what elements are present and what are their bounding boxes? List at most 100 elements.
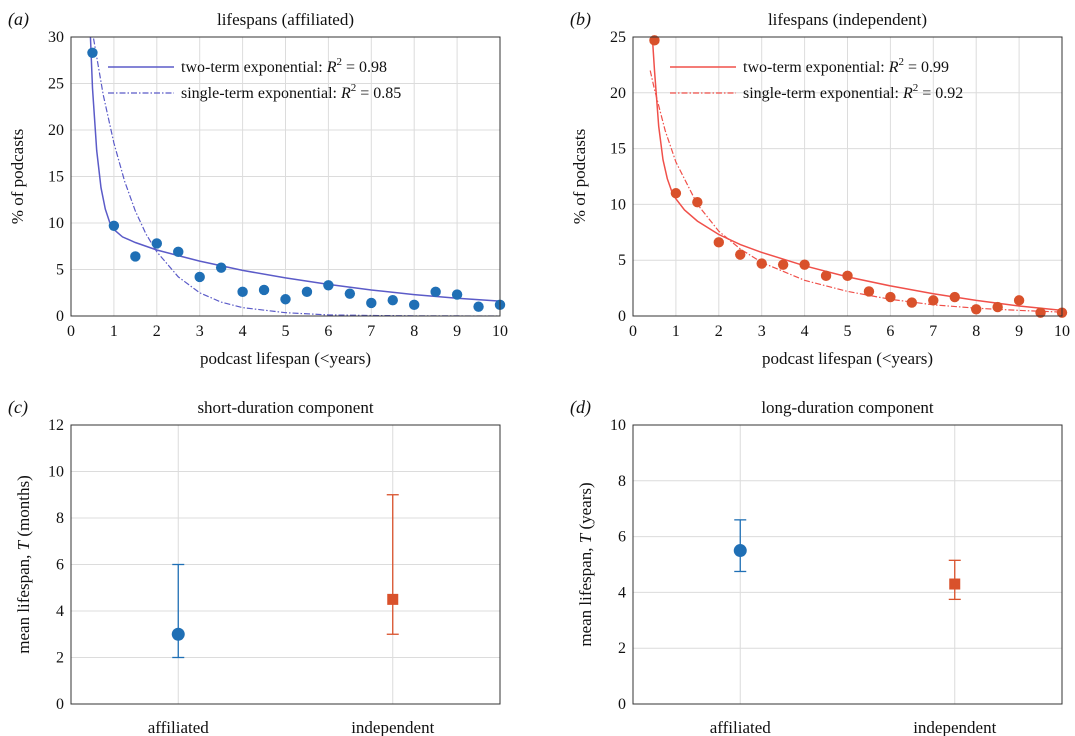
- legend-label: single-term exponential: R2 = 0.85: [181, 82, 401, 102]
- y-tick-label: 5: [56, 262, 64, 279]
- x-tick-label: 10: [492, 323, 508, 340]
- data-point: [820, 270, 832, 282]
- x-tick-label: 5: [282, 323, 290, 340]
- y-tick-label: 0: [618, 696, 626, 713]
- y-tick-label: 15: [48, 169, 64, 186]
- data-point: [1035, 307, 1046, 318]
- plot-frame: [632, 36, 1063, 317]
- data-point: [473, 301, 484, 312]
- y-tick-label: 20: [610, 85, 626, 102]
- chart-title: lifespans (affiliated): [217, 10, 354, 29]
- data-point: [713, 237, 724, 248]
- category-label: affiliated: [148, 718, 210, 736]
- x-tick-label: 9: [1015, 323, 1023, 340]
- fit-curves: [89, 37, 500, 316]
- y-tick-label: 10: [610, 417, 626, 434]
- category-label: affiliated: [710, 718, 772, 736]
- data-point: [649, 35, 660, 46]
- x-tick-label: 1: [110, 323, 118, 340]
- data-point: [906, 297, 918, 308]
- panel-c: 0 2 4 6 8 10 12 affiliated independent short-dura…: [8, 397, 501, 736]
- data-point: [409, 299, 420, 311]
- panel-d: 0 2 4 6 8 10 affiliated independent long-duratio…: [570, 397, 1063, 736]
- y-tick-label: 25: [48, 76, 64, 93]
- data-point: [451, 289, 463, 300]
- x-tick-label: 10: [1054, 323, 1070, 340]
- y-tick-label: 30: [48, 29, 64, 46]
- chart-title: lifespans (independent): [768, 10, 927, 29]
- legend-label: two-term exponential: R2 = 0.98: [181, 56, 387, 76]
- y-tick-label: 6: [618, 529, 626, 546]
- data-point: [87, 47, 98, 59]
- y-tick-label: 0: [618, 308, 626, 325]
- y-tick-label: 2: [56, 650, 64, 667]
- x-tick-label: 4: [801, 323, 809, 340]
- x-tick-label: 4: [239, 323, 247, 340]
- legend-label: two-term exponential: R2 = 0.99: [743, 56, 949, 76]
- x-tick-label: 3: [196, 323, 204, 340]
- mean-marker: [949, 578, 961, 590]
- data-point: [928, 295, 939, 306]
- data-point: [344, 288, 356, 299]
- y-tick-label: 8: [618, 473, 626, 490]
- mean-marker: [387, 593, 399, 605]
- y-tick-label: 4: [618, 584, 626, 601]
- data-point: [194, 271, 205, 283]
- data-point: [735, 249, 746, 260]
- fit-curves: [649, 37, 1062, 313]
- x-tick-label: 0: [629, 323, 637, 340]
- data-point: [777, 259, 789, 270]
- x-tick-label: 1: [672, 323, 680, 340]
- x-tick-label: 6: [886, 323, 894, 340]
- errorbar-affiliated: [171, 563, 185, 659]
- errorbar-independent: [386, 494, 399, 635]
- grid-d: [633, 424, 1062, 705]
- data-point: [301, 286, 313, 298]
- data-point: [258, 284, 270, 296]
- panel-label: (a): [8, 9, 29, 30]
- data-point: [280, 294, 291, 305]
- y-tick-label: 2: [618, 640, 626, 657]
- grid-a: [70, 36, 501, 317]
- mean-marker: [171, 627, 185, 641]
- x-axis-label: podcast lifespan (<years): [200, 349, 371, 368]
- single-term-fit-line: [649, 70, 1062, 313]
- x-tick-label: 2: [715, 323, 723, 340]
- x-tick-label: 0: [67, 323, 75, 340]
- data-point: [237, 286, 248, 298]
- data-point: [366, 297, 377, 309]
- y-axis-label: mean lifespan, T (years): [576, 482, 595, 646]
- chart-title: short-duration component: [197, 398, 373, 417]
- legend: two-term exponential: R2 = 0.99 single-te…: [670, 56, 963, 102]
- y-tick-label: 25: [610, 29, 626, 46]
- y-tick-label: 0: [56, 696, 64, 713]
- data-point: [173, 246, 184, 258]
- errorbar-affiliated: [733, 519, 747, 573]
- x-tick-label: 8: [972, 323, 980, 340]
- grid-c: [71, 424, 500, 705]
- panel-label: (c): [8, 397, 28, 418]
- category-label: independent: [351, 718, 434, 736]
- panel-label: (b): [570, 9, 591, 30]
- y-axis-label: % of podcasts: [8, 129, 27, 224]
- y-tick-label: 8: [56, 510, 64, 527]
- y-tick-label: 0: [56, 308, 64, 325]
- x-tick-label: 6: [324, 323, 332, 340]
- data-point: [215, 262, 227, 273]
- errorbar-independent: [948, 559, 961, 601]
- data-point: [885, 291, 896, 303]
- x-tick-label: 7: [929, 323, 937, 340]
- data-point: [151, 238, 162, 249]
- y-tick-label: 5: [618, 252, 626, 269]
- panel-a: 0 5 10 15 20 25 30 0 1 2 3 4 5 6 7 8 9 10 lifespans (affil…: [8, 9, 508, 368]
- plot-frame: [70, 424, 501, 705]
- data-point: [130, 251, 141, 262]
- data-point: [692, 196, 703, 208]
- y-tick-label: 12: [48, 417, 64, 434]
- data-point: [108, 220, 120, 231]
- y-tick-label: 10: [48, 464, 64, 481]
- two-term-fit-line: [651, 37, 1062, 312]
- data-point: [992, 301, 1003, 313]
- x-axis-label: podcast lifespan (<years): [762, 349, 933, 368]
